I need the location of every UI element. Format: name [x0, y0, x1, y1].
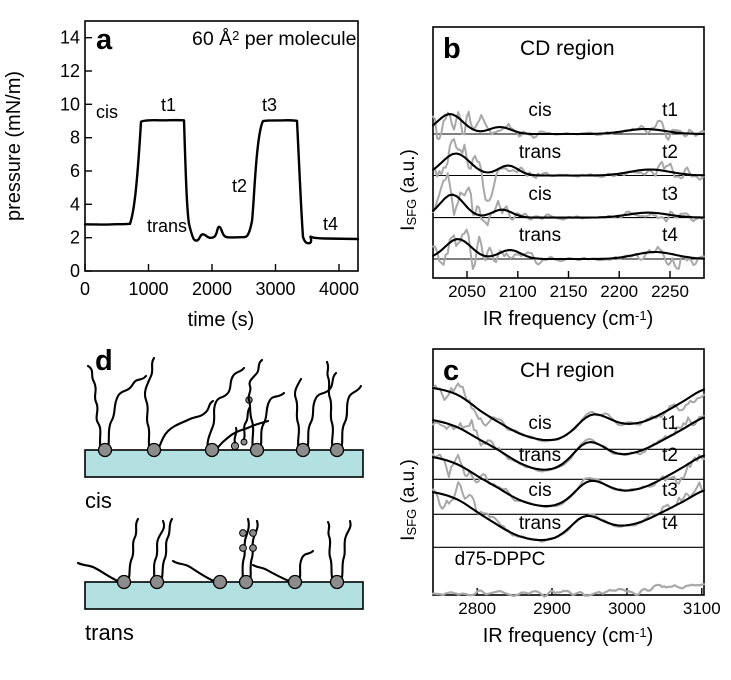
svg-text:t2: t2 — [662, 445, 678, 466]
svg-text:CH region: CH region — [520, 359, 615, 382]
svg-text:3100: 3100 — [683, 599, 721, 618]
svg-text:d75-DPPC: d75-DPPC — [455, 549, 546, 570]
svg-text:t3: t3 — [662, 480, 678, 501]
svg-text:cis: cis — [528, 413, 551, 434]
svg-text:3000: 3000 — [608, 599, 646, 618]
svg-text:2900: 2900 — [533, 599, 571, 618]
svg-text:t1: t1 — [662, 413, 678, 434]
svg-text:ISFG (a.u.): ISFG (a.u.) — [398, 459, 419, 541]
svg-text:c: c — [443, 355, 459, 387]
svg-text:2800: 2800 — [458, 599, 496, 618]
svg-text:t4: t4 — [662, 513, 678, 534]
svg-text:IR frequency (cm-1): IR frequency (cm-1) — [483, 625, 654, 647]
svg-text:trans: trans — [519, 513, 561, 534]
svg-text:trans: trans — [519, 445, 561, 466]
svg-text:cis: cis — [528, 480, 551, 501]
